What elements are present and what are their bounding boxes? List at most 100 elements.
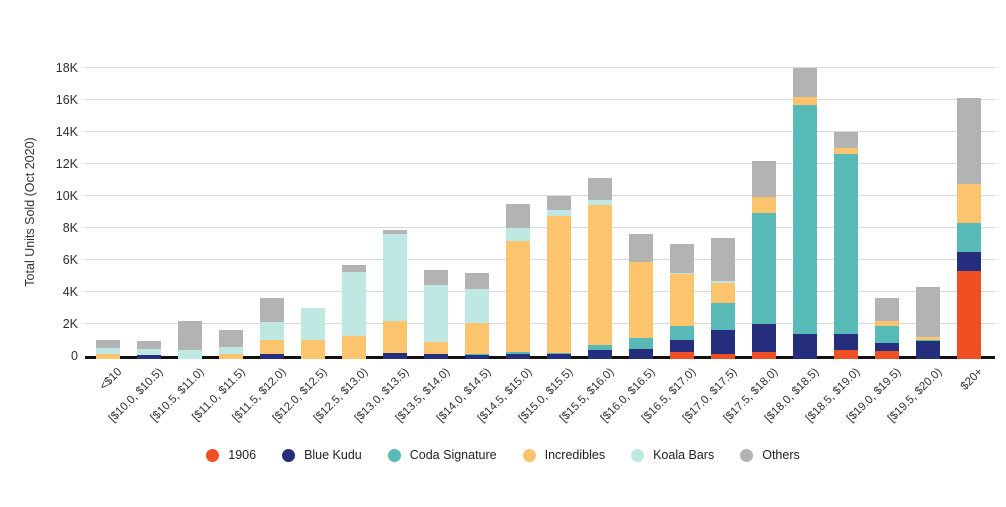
bar-segment-Koala Bars[interactable] <box>342 272 366 336</box>
bar-segment-Koala Bars[interactable] <box>465 288 489 324</box>
bar-segment-Koala Bars[interactable] <box>383 234 407 321</box>
bar-segment-Others[interactable] <box>465 272 489 289</box>
bar-segment-Incredibles[interactable] <box>383 320 407 353</box>
bar-segment-Coda Signature[interactable] <box>629 337 653 349</box>
bar-segment-Incredibles[interactable] <box>670 274 694 326</box>
bar-segment-Blue Kudu[interactable] <box>588 350 612 359</box>
bar-segment-Incredibles[interactable] <box>547 216 571 353</box>
bar-segment-Coda Signature[interactable] <box>547 352 571 355</box>
bar-segment-Blue Kudu[interactable] <box>834 334 858 350</box>
legend-item-Koala Bars[interactable]: Koala Bars <box>631 448 714 462</box>
bar-segment-Blue Kudu[interactable] <box>711 330 735 354</box>
bar-segment-Others[interactable] <box>957 97 981 185</box>
bar-segment-Others[interactable] <box>424 269 448 285</box>
bar-segment-Others[interactable] <box>834 132 858 149</box>
bar-segment-Coda Signature[interactable] <box>875 326 899 344</box>
bar-segment-Others[interactable] <box>752 160 776 197</box>
bar-segment-Coda Signature[interactable] <box>793 104 817 334</box>
bar-segment-Incredibles[interactable] <box>957 184 981 224</box>
bar-segment-Incredibles[interactable] <box>793 96 817 105</box>
bar-segment-Incredibles[interactable] <box>875 320 899 327</box>
bar-segment-Others[interactable] <box>711 237 735 281</box>
bar-segment-Incredibles[interactable] <box>711 283 735 304</box>
bar-segment-Coda Signature[interactable] <box>957 223 981 253</box>
bar-segment-Incredibles[interactable] <box>506 240 530 353</box>
bar-segment-Incredibles[interactable] <box>260 340 284 355</box>
bar-segment-Others[interactable] <box>793 68 817 97</box>
bar-segment-Others[interactable] <box>506 204 530 229</box>
bar-segment-Koala Bars[interactable] <box>711 280 735 284</box>
bar-segment-Blue Kudu[interactable] <box>137 355 161 359</box>
legend-item-1906[interactable]: 1906 <box>206 448 256 462</box>
bar-segment-Incredibles[interactable] <box>219 354 243 359</box>
bar-segment-Others[interactable] <box>383 229 407 235</box>
bar-segment-Incredibles[interactable] <box>916 336 940 341</box>
bar-segment-Others[interactable] <box>670 244 694 273</box>
bar-segment-Koala Bars[interactable] <box>670 272 694 275</box>
bar-segment-Coda Signature[interactable] <box>752 212 776 324</box>
bar-segment-Blue Kudu[interactable] <box>629 348 653 359</box>
bar-segment-Coda Signature[interactable] <box>711 303 735 331</box>
bar-segment-Incredibles[interactable] <box>301 340 325 359</box>
bar-segment-Coda Signature[interactable] <box>916 340 940 341</box>
bar-segment-Koala Bars[interactable] <box>137 348 161 356</box>
legend-item-Blue Kudu[interactable]: Blue Kudu <box>282 448 362 462</box>
bar-segment-1906[interactable] <box>752 352 776 359</box>
bar-segment-Blue Kudu[interactable] <box>916 340 940 359</box>
bar-segment-Incredibles[interactable] <box>465 323 489 355</box>
bar-segment-Koala Bars[interactable] <box>506 228 530 241</box>
bar-segment-Others[interactable] <box>342 264 366 272</box>
legend-item-Others[interactable]: Others <box>740 448 800 462</box>
bar-segment-Koala Bars[interactable] <box>219 347 243 355</box>
bar-segment-Others[interactable] <box>916 287 940 337</box>
bar-segment-Blue Kudu[interactable] <box>260 354 284 359</box>
bar-segment-Others[interactable] <box>629 234 653 262</box>
bar-segment-Others[interactable] <box>588 178 612 201</box>
bar-segment-Blue Kudu[interactable] <box>383 352 407 359</box>
bar-segment-Koala Bars[interactable] <box>301 308 325 340</box>
bar-segment-Coda Signature[interactable] <box>834 154 858 335</box>
bar-segment-Blue Kudu[interactable] <box>506 354 530 359</box>
bar-segment-Koala Bars[interactable] <box>424 284 448 342</box>
bar-segment-Coda Signature[interactable] <box>506 352 530 355</box>
bar-segment-Incredibles[interactable] <box>342 336 366 359</box>
bar-segment-1906[interactable] <box>875 351 899 359</box>
bar-segment-Koala Bars[interactable] <box>260 321 284 341</box>
bar-segment-Blue Kudu[interactable] <box>670 340 694 352</box>
bar-segment-Coda Signature[interactable] <box>670 325 694 340</box>
bar-segment-1906[interactable] <box>711 353 735 359</box>
bar-segment-Blue Kudu[interactable] <box>547 354 571 359</box>
bar-segment-Blue Kudu[interactable] <box>465 355 489 359</box>
bar-segment-Incredibles[interactable] <box>424 341 448 355</box>
bar-segment-Coda Signature[interactable] <box>588 344 612 351</box>
bar-segment-1906[interactable] <box>670 352 694 359</box>
bar-segment-Coda Signature[interactable] <box>465 354 489 356</box>
bar-segment-Others[interactable] <box>219 330 243 348</box>
bar-segment-Incredibles[interactable] <box>629 261 653 338</box>
bar-segment-Incredibles[interactable] <box>752 196 776 213</box>
bar-segment-Koala Bars[interactable] <box>178 349 202 359</box>
bar-segment-Others[interactable] <box>178 320 202 350</box>
bar-segment-1906[interactable] <box>957 271 981 359</box>
bar-segment-1906[interactable] <box>834 349 858 359</box>
bar-segment-Others[interactable] <box>547 196 571 210</box>
bar-segment-Blue Kudu[interactable] <box>793 333 817 359</box>
bar-segment-Koala Bars[interactable] <box>96 348 120 355</box>
legend-item-Incredibles[interactable]: Incredibles <box>522 448 605 462</box>
bar-segment-Blue Kudu[interactable] <box>875 343 899 352</box>
bar-segment-Koala Bars[interactable] <box>588 200 612 205</box>
bar-segment-Others[interactable] <box>875 297 899 321</box>
bar-segment-Others[interactable] <box>260 298 284 322</box>
bar-segment-Others[interactable] <box>96 340 120 349</box>
bar-segment-Incredibles[interactable] <box>834 148 858 155</box>
bar-segment-Koala Bars[interactable] <box>547 209 571 217</box>
bar-segment-Blue Kudu[interactable] <box>752 324 776 352</box>
bar-segment-Others[interactable] <box>137 340 161 349</box>
x-tick-label: $20+ <box>958 366 986 393</box>
bar-segment-Incredibles[interactable] <box>96 354 120 359</box>
legend-item-Coda Signature[interactable]: Coda Signature <box>387 448 497 462</box>
bar-segment-Blue Kudu[interactable] <box>424 354 448 359</box>
bar-segment-Incredibles[interactable] <box>588 204 612 345</box>
bar-segment-Blue Kudu[interactable] <box>957 252 981 272</box>
